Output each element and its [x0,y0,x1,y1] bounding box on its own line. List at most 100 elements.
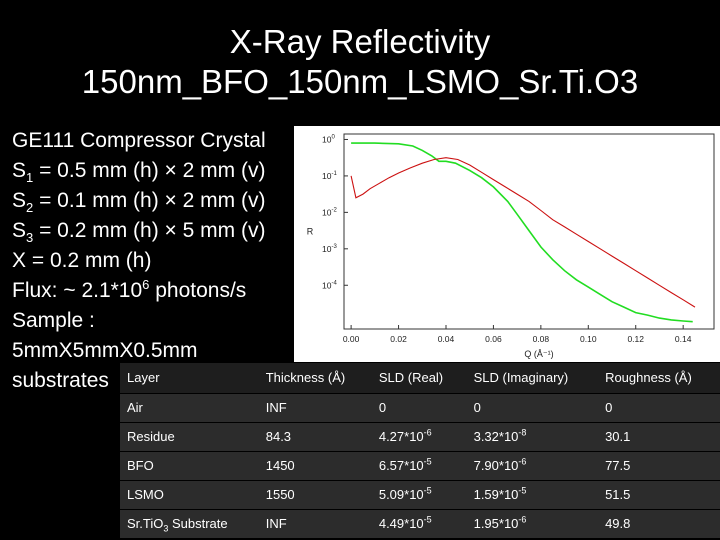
cell-mantissa: 7.90*10 [473,458,519,473]
table-cell: BFO [120,451,259,481]
table-cell: 30.1 [598,422,720,452]
table-cell: 49.8 [598,509,720,539]
cell-exponent: -8 [518,427,527,438]
param-text: Flux: ~ 2.1*10 [12,279,143,302]
cell-mantissa: 3.32*10 [473,429,519,444]
cell-exponent: -5 [423,485,432,496]
x-tick-label: 0.00 [343,334,360,344]
param-line: S2 = 0.1 mm (h) × 2 mm (v) [12,186,312,216]
y-tick-label: 100 [322,134,335,144]
table-cell: 1450 [258,451,372,481]
table-cell: Air [120,393,259,423]
param-text: = 0.1 mm (h) × 2 mm (v) [33,189,266,212]
x-tick-label: 0.08 [533,334,550,344]
param-text: S [12,159,27,182]
table-header-cell: SLD (Real) [371,363,467,394]
param-line: S3 = 0.2 mm (h) × 5 mm (v) [12,216,312,246]
cell-exponent: -5 [518,485,527,496]
cell-text: 1450 [265,458,295,473]
table-cell: LSMO [120,480,259,510]
cell-subscript: 3 [163,523,169,534]
table-header-row: Layer Thickness (Å) SLD (Real) SLD (Imagina… [120,363,720,394]
table-cell: 1.95*10-6 [466,509,599,539]
cell-mantissa: 6.57*10 [378,458,424,473]
cell-text: LSMO [127,487,164,502]
table-header-cell: SLD (Imaginary) [466,363,599,394]
table-cell: 5.09*10-5 [371,480,467,510]
title-line-1: X-Ray Reflectivity [229,23,491,60]
table-cell: 4.27*10-6 [371,422,467,452]
y-tick-label: 10-1 [322,171,337,181]
cell-text: 30.1 [605,429,631,444]
cell-text: 0 [473,400,481,415]
cell-text: Residue [127,429,175,444]
y-tick-label: 10-3 [322,244,337,254]
cell-mantissa: 1.95*10 [473,516,519,531]
plot-frame [343,133,715,330]
table-cell: 4.49*10-5 [371,509,467,539]
fit-parameters-table: Layer Thickness (Å) SLD (Real) SLD (Imagina… [120,363,720,539]
cell-exponent: -5 [423,456,432,467]
param-subscript: 3 [26,230,34,246]
cell-exponent: -6 [518,514,527,525]
table-cell: 1550 [258,480,372,510]
table-row: Residue 84.3 4.27*10-6 3.32*10-8 30.1 [120,422,720,452]
table-header-cell: Thickness (Å) [258,363,372,394]
cell-text: Sr.TiO [127,516,164,531]
table-cell: 0 [466,393,599,423]
param-text: 5mmX5mmX0.5mm [12,339,198,362]
table-cell: 51.5 [598,480,720,510]
table-cell: 6.57*10-5 [371,451,467,481]
table-row: BFO 1450 6.57*10-5 7.90*10-6 77.5 [120,451,720,481]
cell-mantissa: 4.49*10 [378,516,424,531]
x-tick-label: 0.02 [390,334,407,344]
param-text: GE111 Compressor Crystal [12,129,266,152]
cell-text: 49.8 [605,516,631,531]
x-tick-label: 0.14 [675,334,692,344]
param-line: substrates [12,366,312,396]
title-line-2: 150nm_BFO_150nm_LSMO_Sr.Ti.O3 [81,63,639,100]
cell-text: Substrate [168,516,228,531]
measurement-parameters: GE111 Compressor Crystal S1 = 0.5 mm (h) … [12,126,312,396]
param-text: Sample : [12,309,95,332]
table-cell: 84.3 [258,422,372,452]
reflectivity-plot: 0.00 0.02 0.04 0.06 0.08 0.10 0.12 0.14 100 10-1 1… [294,126,720,362]
param-text: S [12,219,27,242]
cell-text: 0 [605,400,613,415]
param-text: = 0.2 mm (h) × 5 mm (v) [33,219,266,242]
param-text: photons/s [149,279,247,302]
cell-mantissa: 1.59*10 [473,487,519,502]
param-line: X = 0.2 mm (h) [12,246,312,276]
param-subscript: 2 [26,200,34,216]
table-cell: 0 [598,393,720,423]
cell-mantissa: 5.09*10 [378,487,424,502]
table-header-cell: Roughness (Å) [598,363,720,394]
x-axis-label: Q (Å⁻¹) [524,349,553,359]
table-cell: 77.5 [598,451,720,481]
param-line: GE111 Compressor Crystal [12,126,312,156]
cell-text: INF [265,400,287,415]
y-tick-label: 10-2 [322,207,337,217]
y-axis-label: R [307,227,314,237]
cell-exponent: -6 [423,427,432,438]
table-cell: INF [258,393,372,423]
cell-text: 51.5 [605,487,631,502]
table-cell: 0 [371,393,467,423]
cell-text: 1550 [265,487,295,502]
param-subscript: 1 [26,170,34,186]
cell-text: 84.3 [265,429,292,444]
cell-text: 77.5 [605,458,631,473]
plot-axes: 0.00 0.02 0.04 0.06 0.08 0.10 0.12 0.14 100 10-1 1… [307,133,715,359]
param-line: S1 = 0.5 mm (h) × 2 mm (v) [12,156,312,186]
param-text: = 0.5 mm (h) × 2 mm (v) [33,159,266,182]
cell-text: Air [127,400,143,415]
cell-mantissa: 4.27*10 [378,429,424,444]
slide-title: X-Ray Reflectivity 150nm_BFO_150nm_LSMO_… [0,22,720,102]
cell-exponent: -5 [423,514,432,525]
param-text: substrates [12,369,109,392]
x-tick-label: 0.04 [438,334,455,344]
x-tick-label: 0.10 [580,334,597,344]
series-line [351,142,693,323]
table-cell: 7.90*10-6 [466,451,599,481]
table-cell: INF [258,509,372,539]
